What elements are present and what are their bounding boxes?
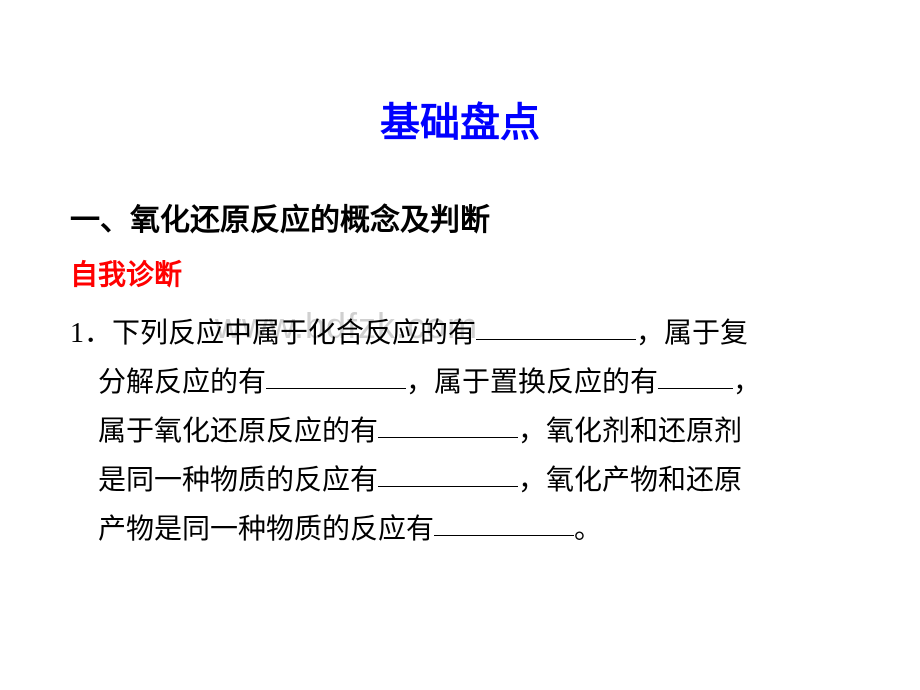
fill-blank — [378, 459, 518, 487]
question-text: 1．下列反应中属于化合反应的有 ，属于复 分解反应的有 ，属于置换反应的有 ， 属于氧… — [70, 309, 850, 554]
fill-blank — [434, 508, 574, 536]
q1-line5a: 产物是同一种物质的反应有 — [98, 514, 434, 545]
section-heading: 一、氧化还原反应的概念及判断 — [70, 198, 850, 243]
q1-line2b: ，属于置换反应的有 — [406, 367, 658, 398]
q1-line2a: 分解反应的有 — [98, 367, 266, 398]
page-title: 基础盘点 — [70, 90, 850, 148]
q1-line4b: ，氧化产物和还原 — [518, 465, 742, 496]
q1-text-part1: 1．下列反应中属于化合反应的有 — [70, 318, 476, 349]
slide-content: 基础盘点 一、氧化还原反应的概念及判断 自我诊断 1．下列反应中属于化合反应的有… — [0, 0, 920, 554]
q1-text-part2: ，属于复 — [636, 318, 748, 349]
fill-blank — [476, 312, 636, 340]
subheading: 自我诊断 — [70, 255, 850, 297]
q1-line5b: 。 — [574, 514, 602, 545]
fill-blank — [658, 361, 733, 389]
q1-line3b: ，氧化剂和还原剂 — [518, 416, 742, 447]
q1-line4a: 是同一种物质的反应有 — [98, 465, 378, 496]
fill-blank — [378, 410, 518, 438]
q1-line2c: ， — [733, 367, 761, 398]
fill-blank — [266, 361, 406, 389]
q1-line3a: 属于氧化还原反应的有 — [98, 416, 378, 447]
